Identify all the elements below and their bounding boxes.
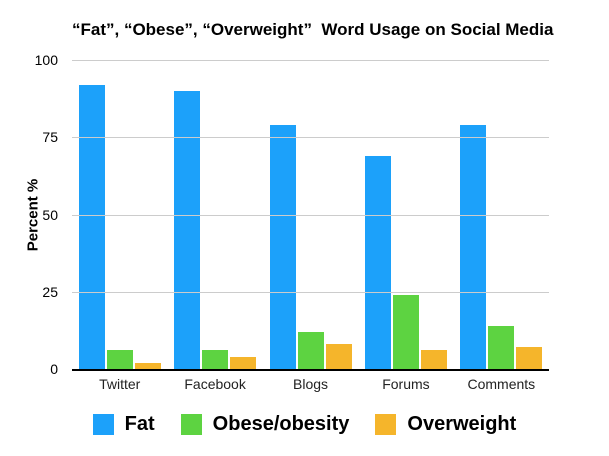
x-axis-label-forums: Forums (382, 376, 430, 392)
legend-item-fat: Fat (92, 413, 155, 436)
gridline-50 (72, 214, 549, 216)
bar-fat-facebook (174, 90, 201, 369)
legend-swatch-fat (92, 414, 114, 435)
y-tick-label-75: 75 (42, 129, 58, 146)
legend-label-obese-obesity: Obese/obesity (212, 413, 350, 435)
legend-swatch-overweight (375, 414, 397, 435)
bar-group-comments (454, 60, 549, 369)
bar-overweight-comments (516, 347, 543, 369)
x-axis-label-twitter: Twitter (99, 376, 141, 392)
bar-group-twitter (72, 60, 167, 369)
y-axis-ticks: 0 25 50 75 100 (18, 52, 58, 377)
bar-fat-comments (460, 124, 487, 369)
bar-obese-obesity-blogs (297, 331, 324, 369)
y-tick-label-25: 25 (42, 283, 58, 300)
plot-area (72, 60, 549, 371)
gridline-75 (72, 137, 549, 139)
bar-obese-obesity-facebook (202, 350, 229, 369)
bar-overweight-forums (420, 350, 447, 369)
x-axis-label-blogs: Blogs (293, 376, 329, 392)
legend-swatch-obese-obesity (180, 414, 202, 435)
y-tick-label-50: 50 (42, 206, 58, 223)
legend-label-fat: Fat (124, 413, 155, 435)
x-axis-labels: Twitter Facebook Blogs Forums Comments (72, 376, 549, 392)
bar-group-blogs (263, 60, 358, 369)
bar-overweight-twitter (134, 362, 161, 369)
x-axis-label-comments: Comments (467, 376, 536, 392)
y-tick-label-100: 100 (34, 52, 58, 68)
bar-fat-blogs (269, 124, 296, 369)
bar-fat-twitter (78, 84, 105, 369)
bar-group-forums (358, 60, 453, 369)
bar-obese-obesity-forums (392, 294, 419, 369)
chart-title: “Fat”, “Obese”, “Overweight” Word Usage … (72, 20, 554, 39)
bar-fat-forums (364, 155, 391, 369)
x-axis-label-facebook: Facebook (184, 376, 246, 392)
gridline-100 (72, 60, 549, 61)
legend-item-overweight: Overweight (375, 413, 516, 436)
legend-label-overweight: Overweight (407, 413, 517, 435)
bar-obese-obesity-comments (488, 325, 515, 369)
y-tick-label-0: 0 (50, 361, 58, 377)
bar-overweight-blogs (325, 344, 352, 369)
bar-obese-obesity-twitter (106, 350, 133, 369)
bar-overweight-facebook (230, 356, 257, 369)
gridline-25 (72, 291, 549, 293)
legend-item-obese-obesity: Obese/obesity (180, 413, 350, 436)
legend: Fat Obese/obesity Overweight (0, 413, 609, 436)
